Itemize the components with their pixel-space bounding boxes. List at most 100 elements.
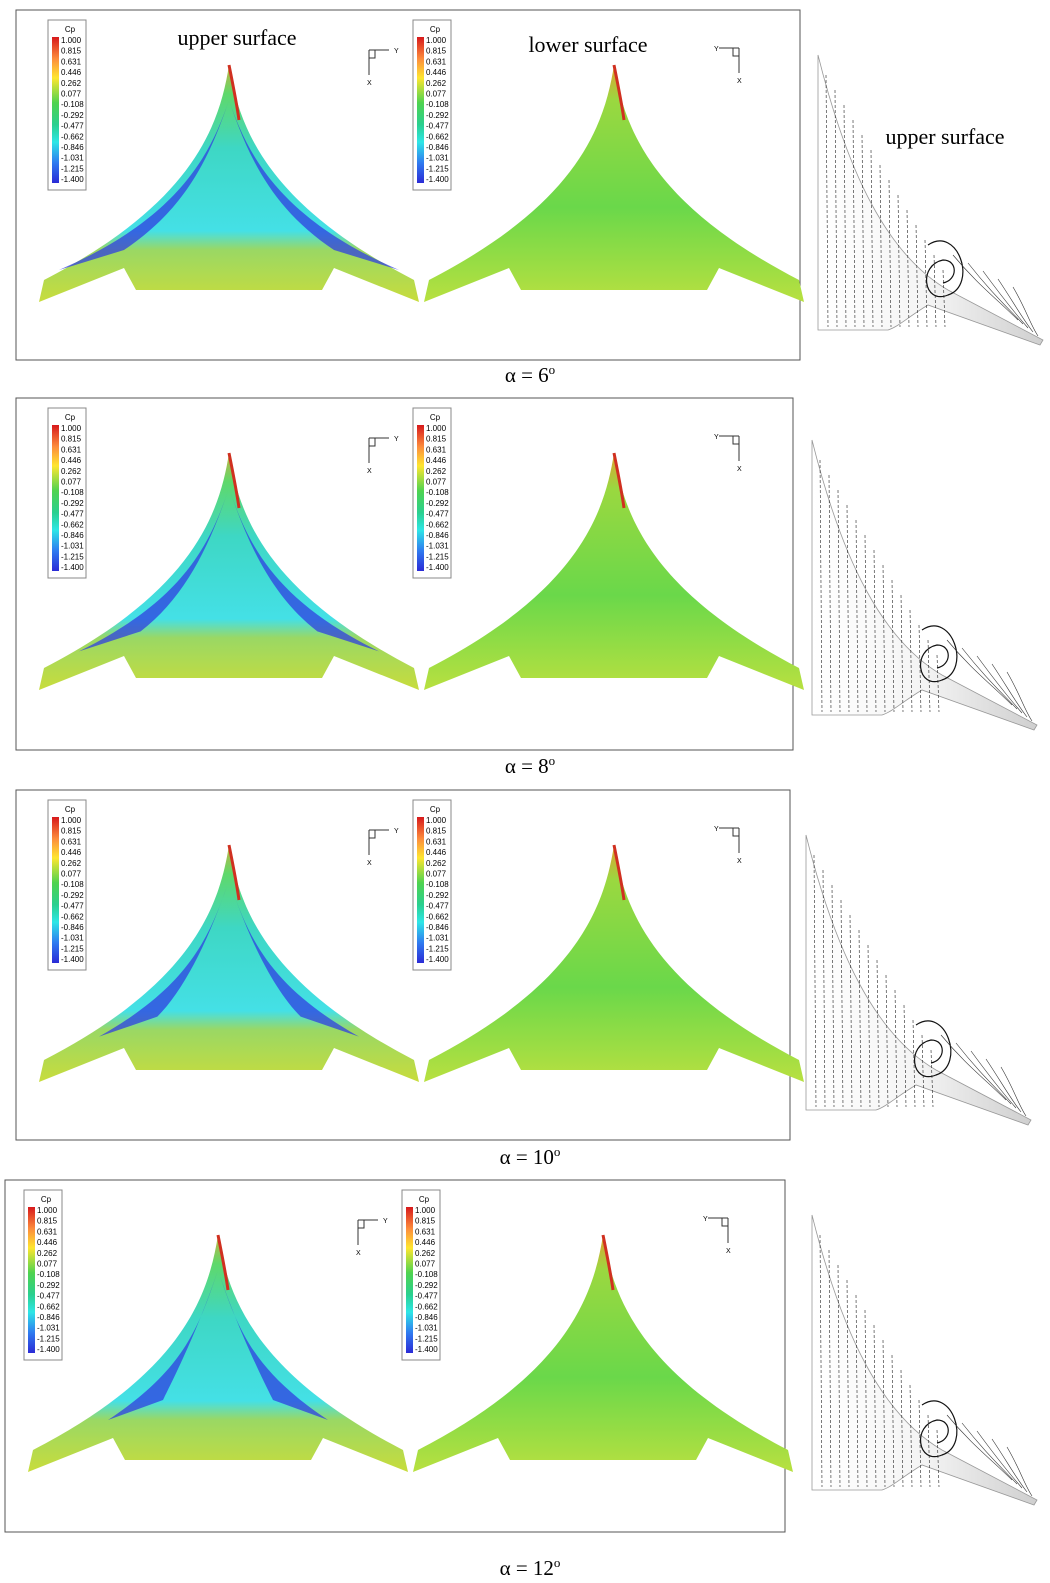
low-pressure-region bbox=[229, 880, 359, 1037]
caption-text: α = 10 bbox=[500, 1145, 554, 1169]
axis-triad: YX bbox=[703, 1216, 731, 1255]
streamline bbox=[825, 74, 829, 328]
planform bbox=[39, 453, 419, 690]
triad-y: Y bbox=[714, 434, 719, 441]
legend-level: 1.000 bbox=[37, 1206, 58, 1215]
legend-level: -1.215 bbox=[415, 1334, 438, 1343]
legend-level: -0.846 bbox=[61, 923, 84, 932]
streamline bbox=[982, 270, 1029, 329]
caption-text: α = 12 bbox=[500, 1556, 554, 1580]
legend-level: -1.215 bbox=[61, 944, 84, 953]
legend-title: Cp bbox=[41, 1195, 52, 1204]
wing-surface bbox=[817, 54, 1044, 346]
legend-level: -1.031 bbox=[415, 1324, 438, 1333]
streamline bbox=[894, 989, 898, 1108]
legend-level: -1.215 bbox=[426, 552, 449, 561]
legend-level: 0.262 bbox=[61, 467, 82, 476]
legend-level: 0.631 bbox=[61, 57, 82, 66]
caption: α = 6o bbox=[505, 362, 555, 387]
streamline bbox=[912, 1019, 916, 1108]
streamline bbox=[891, 1354, 895, 1488]
planform bbox=[28, 1235, 408, 1472]
triad-y: Y bbox=[714, 826, 719, 833]
streamline bbox=[933, 254, 937, 328]
streamline bbox=[967, 262, 1024, 325]
streamline bbox=[1006, 1446, 1033, 1497]
streamline bbox=[952, 254, 1019, 321]
streamline bbox=[828, 474, 832, 713]
legend-level: -1.400 bbox=[61, 563, 84, 572]
legend-level: -1.400 bbox=[37, 1345, 60, 1354]
legend-level: 1.000 bbox=[61, 816, 82, 825]
vortex bbox=[920, 1400, 958, 1458]
caption: α = 12o bbox=[500, 1555, 561, 1580]
triad-x: X bbox=[367, 80, 372, 87]
legend-title: Cp bbox=[419, 1195, 430, 1204]
label-upper-surface: upper surface bbox=[177, 25, 296, 50]
legend-level: 0.262 bbox=[415, 1249, 436, 1258]
streamline bbox=[906, 209, 910, 328]
streamline bbox=[921, 1034, 925, 1108]
legend-level: -0.662 bbox=[61, 912, 84, 921]
legend-level: 0.446 bbox=[415, 1238, 436, 1247]
triad-lines bbox=[357, 1219, 378, 1245]
wing-edge bbox=[227, 64, 241, 121]
legend-level: 0.077 bbox=[426, 478, 447, 487]
legend-level: -0.662 bbox=[61, 520, 84, 529]
caption: α = 10o bbox=[500, 1144, 561, 1169]
legend-colorbar bbox=[417, 425, 424, 571]
legend-level: 0.077 bbox=[61, 870, 82, 879]
legend-level: -0.662 bbox=[426, 132, 449, 141]
streamline bbox=[882, 1339, 886, 1488]
wing-edge bbox=[601, 1234, 615, 1291]
streamline bbox=[903, 1004, 907, 1108]
legend-level: 0.631 bbox=[61, 445, 82, 454]
streamline bbox=[846, 1279, 850, 1488]
legend-level: 0.262 bbox=[37, 1249, 58, 1258]
low-pressure-region bbox=[99, 880, 229, 1037]
legend-level: -0.108 bbox=[426, 880, 449, 889]
legend-colorbar bbox=[52, 817, 59, 963]
legend-title: Cp bbox=[65, 805, 76, 814]
legend-level: 1.000 bbox=[426, 816, 447, 825]
figure-row: Cp1.0000.8150.6310.4460.2620.077-0.108-0… bbox=[4, 1179, 1038, 1580]
streamline-plot bbox=[805, 834, 1032, 1126]
streamline bbox=[991, 1438, 1028, 1493]
legend-level: 1.000 bbox=[426, 36, 447, 45]
planform bbox=[424, 453, 804, 690]
axis-triad: YX bbox=[714, 826, 742, 865]
triad-lines bbox=[719, 47, 740, 73]
streamline bbox=[819, 1234, 823, 1488]
triad-x: X bbox=[737, 858, 742, 865]
legend-level: -0.846 bbox=[415, 1313, 438, 1322]
legend-level: 0.815 bbox=[61, 47, 82, 56]
legend-title: Cp bbox=[65, 25, 76, 34]
legend-level: -1.031 bbox=[426, 542, 449, 551]
legend-level: 0.446 bbox=[61, 848, 82, 857]
legend-level: 0.631 bbox=[61, 837, 82, 846]
triad-lines bbox=[368, 829, 389, 855]
legend-level: -1.031 bbox=[426, 154, 449, 163]
legend-level: -0.108 bbox=[61, 880, 84, 889]
streamline bbox=[976, 655, 1023, 714]
legend-level: 0.262 bbox=[61, 859, 82, 868]
streamline bbox=[927, 1414, 931, 1488]
legend-level: -0.477 bbox=[61, 510, 84, 519]
streamline bbox=[985, 1058, 1022, 1113]
legend-level: -0.292 bbox=[37, 1281, 60, 1290]
planform bbox=[39, 65, 419, 302]
streamline bbox=[879, 164, 883, 328]
wing-edge bbox=[216, 1234, 230, 1291]
legend-level: -0.846 bbox=[426, 531, 449, 540]
legend-level: -0.477 bbox=[426, 510, 449, 519]
legend-level: 0.815 bbox=[61, 827, 82, 836]
wing-edge bbox=[612, 64, 626, 121]
